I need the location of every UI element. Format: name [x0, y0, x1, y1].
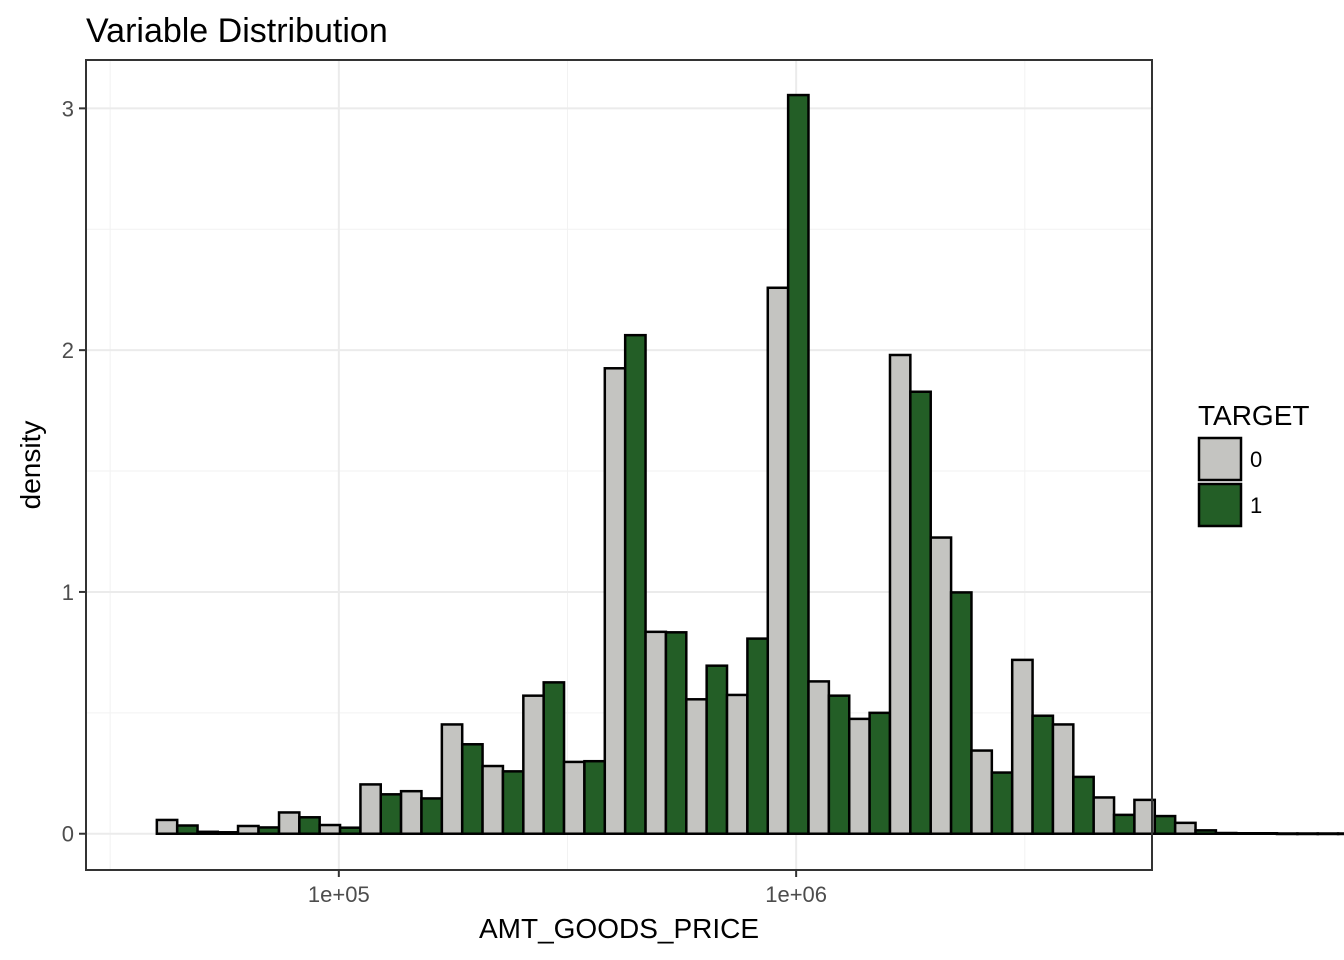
bar-target-0 — [196, 830, 220, 835]
bar-target-1 — [379, 793, 403, 835]
legend-label-target-1: 1 — [1250, 493, 1262, 518]
bar-target-1 — [1031, 714, 1055, 835]
bar-target-0 — [725, 693, 749, 835]
bar-target-0 — [766, 286, 790, 835]
bar-target-1 — [746, 637, 770, 835]
bar-target-1 — [990, 771, 1014, 835]
bar-target-1 — [909, 390, 932, 835]
bar-target-1 — [1275, 832, 1299, 836]
legend-label-target-0: 0 — [1250, 447, 1262, 472]
bar-target-1 — [420, 797, 444, 835]
x-tick-label: 1e+06 — [765, 882, 827, 907]
chart-title: Variable Distribution — [86, 12, 388, 50]
bar-target-1 — [1235, 832, 1258, 835]
bar-target-0 — [685, 698, 708, 835]
bar-target-0 — [644, 630, 668, 835]
bar-target-0 — [155, 818, 179, 835]
bar-target-0 — [399, 789, 423, 835]
bar-target-1 — [705, 664, 729, 835]
bar-target-1 — [1194, 829, 1218, 835]
bar-target-0 — [522, 694, 545, 835]
bar-target-0 — [562, 760, 586, 835]
legend-title: TARGET — [1198, 400, 1309, 431]
y-tick-label: 1 — [62, 580, 74, 605]
y-axis-title: density — [15, 421, 46, 510]
bar-target-0 — [1296, 832, 1319, 836]
x-tick-label: 1e+05 — [308, 882, 370, 907]
bar-target-1 — [868, 711, 892, 835]
bar-target-0 — [236, 824, 260, 835]
bar-target-1 — [1316, 832, 1340, 836]
bar-target-1 — [623, 333, 647, 835]
bar-target-0 — [277, 811, 301, 835]
bar-target-1 — [664, 631, 688, 835]
bar-target-1 — [216, 831, 240, 835]
bar-target-1 — [338, 826, 362, 835]
bar-target-0 — [440, 723, 464, 835]
bar-target-1 — [542, 681, 566, 835]
plot-panel-border — [85, 59, 1153, 871]
bar-target-1 — [175, 824, 199, 835]
bar-target-1 — [1153, 814, 1177, 835]
bar-target-1 — [501, 770, 525, 835]
bar-target-1 — [257, 826, 281, 835]
bar-target-0 — [1092, 796, 1116, 835]
bar-target-0 — [807, 680, 831, 835]
bar-target-1 — [949, 591, 973, 835]
bar-target-0 — [1255, 832, 1279, 835]
bar-target-0 — [603, 367, 627, 835]
legend-key-target-1 — [1197, 482, 1243, 528]
bar-target-1 — [786, 93, 810, 835]
bar-target-0 — [847, 717, 871, 835]
bar-target-0 — [929, 536, 953, 835]
bar-target-0 — [1010, 658, 1034, 835]
bar-target-0 — [1336, 832, 1344, 836]
bar-target-0 — [481, 764, 505, 835]
bar-target-1 — [583, 759, 607, 835]
bar-target-0 — [318, 823, 342, 835]
bar-target-0 — [1051, 723, 1075, 835]
y-tick-label: 0 — [62, 822, 74, 847]
bar-target-0 — [1214, 831, 1238, 835]
x-axis-title: AMT_GOODS_PRICE — [479, 913, 759, 944]
legend: TARGET 0 1 — [1197, 400, 1309, 528]
y-tick-label: 3 — [62, 96, 74, 121]
histogram-bars — [155, 93, 1344, 836]
axes: 0 1 2 3 1e+05 1e+06 — [62, 96, 827, 907]
bar-target-0 — [1173, 821, 1197, 835]
bar-target-1 — [460, 743, 484, 835]
bar-target-1 — [1112, 813, 1136, 835]
bar-target-0 — [970, 749, 994, 835]
bar-target-1 — [827, 694, 851, 835]
bar-target-1 — [298, 816, 321, 835]
legend-key-target-0 — [1197, 436, 1243, 482]
bar-target-0 — [359, 783, 383, 835]
bar-target-1 — [1072, 775, 1095, 835]
y-tick-label: 2 — [62, 338, 74, 363]
bar-target-0 — [888, 353, 912, 835]
